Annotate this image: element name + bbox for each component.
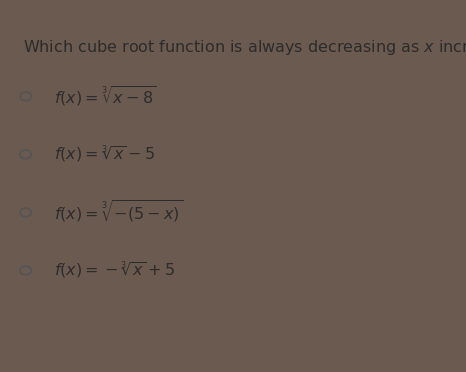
Text: $f(x) = \sqrt[3]{x-8}$: $f(x) = \sqrt[3]{x-8}$ <box>54 84 156 108</box>
Text: $f(x) = -\sqrt[3]{x}+5$: $f(x) = -\sqrt[3]{x}+5$ <box>54 260 174 281</box>
Text: $f(x) = \sqrt[3]{-(5-x)}$: $f(x) = \sqrt[3]{-(5-x)}$ <box>54 199 183 225</box>
Text: $f(x) = \sqrt[3]{x}-5$: $f(x) = \sqrt[3]{x}-5$ <box>54 144 155 165</box>
Text: Which cube root function is always decreasing as $x$ increases?: Which cube root function is always decre… <box>23 38 466 57</box>
